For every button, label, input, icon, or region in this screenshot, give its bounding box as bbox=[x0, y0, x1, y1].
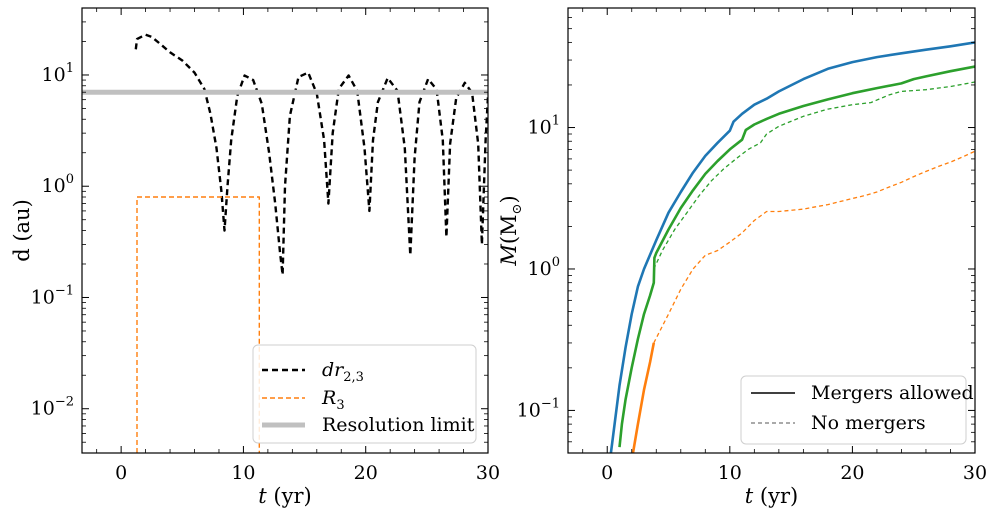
y-tick-label: 100 bbox=[42, 172, 74, 197]
series-line-5 bbox=[653, 150, 975, 344]
y-axis-label: d (au) bbox=[10, 199, 34, 262]
series-line-1 bbox=[134, 33, 488, 276]
panel-2: 0 10 20 30 10−1 100 101 t (yr) M(M⊙) Mergers allo… bbox=[497, 7, 987, 508]
x-tick-label: 0 bbox=[115, 462, 127, 484]
x-tick-label: 10 bbox=[718, 462, 742, 484]
series-line-4 bbox=[631, 342, 656, 453]
x-axis-label: t (yr) bbox=[258, 484, 311, 508]
legend-box bbox=[740, 375, 967, 445]
plot-area bbox=[609, 41, 975, 453]
legend-label-2: No mergers bbox=[811, 412, 926, 434]
y-tick-label: 101 bbox=[528, 114, 560, 139]
y-tick-label: 10−1 bbox=[517, 396, 560, 421]
x-tick-label: 30 bbox=[476, 462, 500, 484]
y-tick-label: 10−2 bbox=[31, 395, 74, 420]
legend: Mergers allowed No mergers bbox=[740, 375, 974, 445]
legend-label-3: Resolution limit bbox=[322, 414, 475, 436]
legend-label-1: Mergers allowed bbox=[811, 382, 974, 404]
x-tick-label: 10 bbox=[231, 462, 255, 484]
y-tick-label: 101 bbox=[42, 61, 74, 86]
x-tick-label: 20 bbox=[354, 462, 378, 484]
axes-frame bbox=[567, 7, 976, 454]
x-axis-label: t (yr) bbox=[745, 484, 798, 508]
legend-label-1: dr2,3 bbox=[322, 359, 364, 385]
legend-label-2: R3 bbox=[321, 387, 345, 413]
series-line-3 bbox=[653, 81, 975, 270]
plot-area bbox=[82, 33, 488, 453]
x-tick-label: 0 bbox=[601, 462, 613, 484]
x-tick-label: 20 bbox=[840, 462, 864, 484]
series-line-1 bbox=[609, 41, 975, 453]
legend-box bbox=[252, 344, 477, 444]
x-tick-label: 30 bbox=[963, 462, 987, 484]
y-axis-label: M(M⊙) bbox=[497, 195, 525, 266]
y-tick-label: 100 bbox=[528, 255, 560, 280]
y-tick-label: 10−1 bbox=[31, 283, 74, 308]
series-line-2 bbox=[618, 65, 975, 448]
series-line-2 bbox=[136, 196, 260, 453]
panel-1: 0 10 20 30 10−2 10−1 100 101 t (yr) d (au) dr2,3R3… bbox=[10, 7, 500, 508]
